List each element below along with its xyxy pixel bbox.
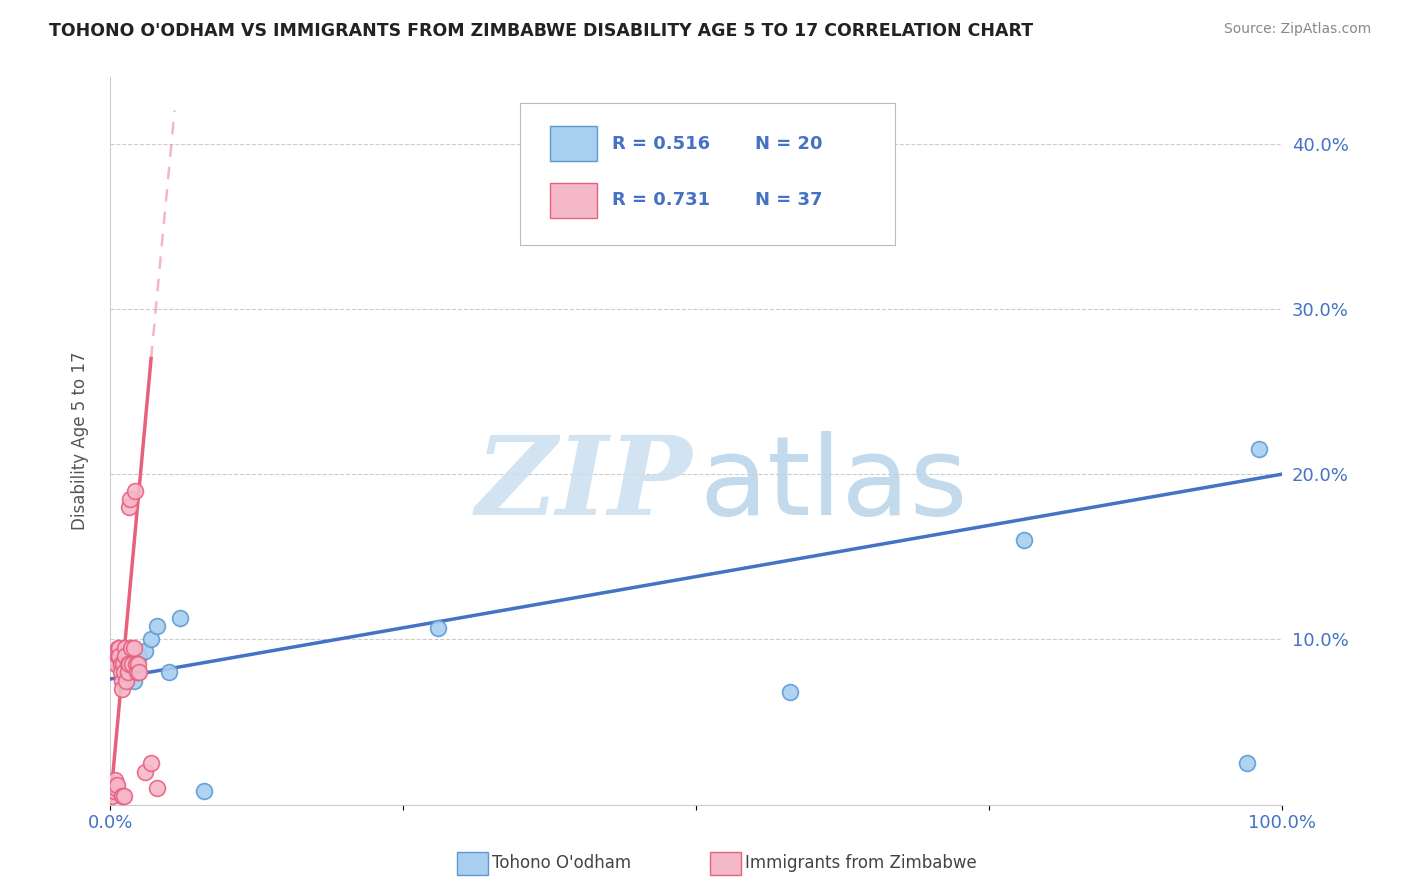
Text: TOHONO O'ODHAM VS IMMIGRANTS FROM ZIMBABWE DISABILITY AGE 5 TO 17 CORRELATION CH: TOHONO O'ODHAM VS IMMIGRANTS FROM ZIMBAB… — [49, 22, 1033, 40]
Point — [115, 673, 138, 688]
Point — [146, 781, 169, 796]
Point — [108, 648, 131, 663]
Point — [111, 673, 134, 688]
Point — [117, 657, 139, 672]
Point — [157, 665, 180, 680]
Text: R = 0.731: R = 0.731 — [612, 192, 710, 210]
Point — [104, 772, 127, 787]
Point — [111, 789, 134, 804]
Point — [118, 500, 141, 515]
Point — [139, 632, 162, 647]
Point — [105, 778, 128, 792]
Point — [1236, 756, 1258, 771]
Point — [134, 764, 156, 779]
Point — [121, 657, 143, 672]
Point — [118, 657, 141, 672]
Point — [104, 781, 127, 796]
Point — [112, 665, 135, 680]
Point — [193, 784, 215, 798]
Text: N = 20: N = 20 — [755, 135, 823, 153]
Point — [117, 665, 139, 680]
Point — [104, 654, 127, 668]
Point — [1247, 442, 1270, 457]
Point — [117, 660, 139, 674]
Text: ZIP: ZIP — [477, 431, 693, 539]
Point — [111, 644, 134, 658]
Text: R = 0.516: R = 0.516 — [612, 135, 710, 153]
Point — [108, 640, 131, 655]
Text: Tohono O'odham: Tohono O'odham — [492, 855, 631, 872]
Point — [111, 657, 134, 672]
Point — [122, 673, 145, 688]
Text: atlas: atlas — [700, 431, 969, 538]
Point — [114, 640, 136, 655]
Point — [120, 640, 142, 655]
Point — [169, 611, 191, 625]
Text: Immigrants from Zimbabwe: Immigrants from Zimbabwe — [745, 855, 977, 872]
Point — [110, 665, 132, 680]
Point — [125, 652, 148, 666]
Point — [112, 789, 135, 804]
Y-axis label: Disability Age 5 to 17: Disability Age 5 to 17 — [72, 351, 89, 531]
Point — [107, 648, 129, 663]
Point — [1014, 533, 1036, 548]
Point — [110, 657, 132, 672]
Point — [779, 685, 801, 699]
Point — [139, 756, 162, 771]
Point — [111, 681, 134, 696]
Point — [103, 784, 125, 798]
FancyBboxPatch shape — [550, 183, 596, 218]
Text: Source: ZipAtlas.com: Source: ZipAtlas.com — [1223, 22, 1371, 37]
Point — [122, 640, 145, 655]
Point — [108, 648, 131, 663]
Point — [124, 483, 146, 498]
Point — [125, 657, 148, 672]
Point — [104, 657, 127, 672]
Point — [427, 621, 450, 635]
Point — [128, 648, 150, 663]
Point — [118, 491, 141, 506]
FancyBboxPatch shape — [550, 126, 596, 161]
Point — [114, 648, 136, 663]
Text: N = 37: N = 37 — [755, 192, 823, 210]
Point — [120, 665, 142, 680]
FancyBboxPatch shape — [520, 103, 896, 244]
Point — [127, 657, 149, 672]
Point — [134, 644, 156, 658]
Point — [146, 619, 169, 633]
Point — [112, 665, 135, 680]
Point — [125, 665, 148, 680]
Point — [128, 665, 150, 680]
Point — [101, 789, 124, 804]
Point — [107, 640, 129, 655]
